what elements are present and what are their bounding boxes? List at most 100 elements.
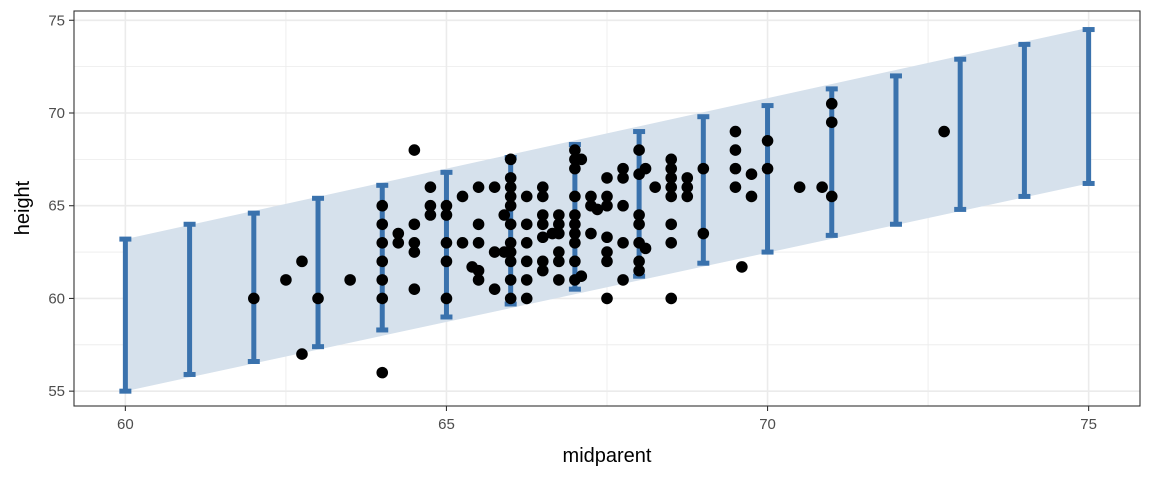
data-point — [569, 144, 581, 156]
data-point — [617, 199, 629, 212]
data-point — [569, 209, 581, 221]
error-bar — [247, 210, 260, 364]
data-point — [504, 181, 517, 193]
data-point — [472, 274, 485, 286]
data-point — [472, 181, 485, 193]
data-point — [617, 237, 629, 249]
data-point — [575, 270, 588, 282]
data-point — [520, 190, 533, 203]
data-point — [344, 274, 356, 286]
data-point — [681, 181, 694, 193]
data-point — [376, 199, 389, 212]
data-point — [536, 181, 549, 193]
data-point — [520, 237, 533, 249]
y-tick-label: 65 — [48, 198, 65, 215]
x-axis-title: midparent — [563, 445, 652, 467]
data-point — [376, 218, 389, 231]
x-tick-label: 75 — [1080, 416, 1097, 433]
data-point — [424, 181, 437, 193]
data-point — [488, 283, 501, 295]
y-axis: 55 60 65 70 75 — [48, 12, 74, 400]
data-point — [665, 237, 678, 249]
data-point — [649, 181, 661, 193]
x-tick-label: 60 — [117, 416, 134, 433]
data-point — [296, 348, 308, 360]
data-point — [736, 261, 748, 273]
data-point — [938, 125, 950, 138]
data-point — [498, 209, 511, 221]
data-point — [729, 144, 742, 156]
data-point — [665, 181, 678, 193]
data-point — [504, 153, 517, 166]
data-point — [376, 292, 389, 305]
data-point — [536, 255, 549, 268]
data-point — [440, 237, 453, 249]
data-point — [472, 218, 485, 231]
data-point — [408, 283, 421, 295]
data-point — [408, 144, 421, 156]
y-tick-label: 75 — [48, 12, 65, 29]
data-point — [456, 237, 469, 249]
data-point — [376, 255, 389, 268]
data-point — [825, 97, 838, 110]
data-point — [729, 125, 742, 138]
data-point — [376, 274, 389, 286]
data-point — [472, 237, 485, 249]
data-point — [601, 172, 613, 184]
data-point — [504, 199, 517, 212]
data-point — [472, 264, 485, 277]
data-point — [665, 218, 678, 231]
data-point — [633, 144, 645, 156]
data-point — [585, 227, 597, 240]
data-point — [504, 246, 517, 258]
error-bar — [761, 103, 774, 255]
data-point — [729, 162, 742, 175]
data-point — [553, 218, 565, 231]
data-point — [536, 264, 549, 277]
error-bar — [312, 195, 325, 350]
data-point — [569, 162, 581, 175]
data-point — [745, 190, 758, 203]
data-point — [553, 227, 565, 240]
data-point — [793, 181, 806, 193]
data-point — [408, 218, 421, 231]
data-point — [488, 246, 501, 258]
data-point — [617, 172, 629, 184]
data-point — [601, 231, 613, 244]
data-point — [504, 255, 517, 268]
data-point — [601, 246, 613, 258]
data-point — [280, 274, 292, 286]
data-point — [601, 292, 613, 305]
data-point — [520, 255, 533, 268]
data-point — [569, 227, 581, 240]
data-point — [633, 209, 645, 221]
data-point — [601, 199, 613, 212]
data-point — [440, 292, 453, 305]
y-axis-title: height — [12, 180, 34, 235]
error-bar — [1018, 41, 1031, 199]
data-point — [376, 366, 389, 379]
data-point — [681, 190, 694, 203]
data-point — [536, 190, 549, 203]
data-point — [312, 292, 324, 305]
data-point — [536, 231, 549, 244]
data-point — [553, 274, 565, 286]
x-tick-label: 65 — [438, 416, 455, 433]
data-point — [601, 255, 613, 268]
data-point — [536, 209, 549, 221]
error-bar — [954, 56, 967, 212]
panel-border — [73, 10, 1141, 407]
error-bar — [825, 86, 838, 238]
x-tick-label: 70 — [759, 416, 776, 433]
data-point — [585, 190, 597, 203]
data-point — [504, 218, 517, 231]
data-point — [520, 274, 533, 286]
data-point — [617, 162, 629, 175]
data-point — [553, 209, 565, 221]
data-point — [601, 190, 613, 203]
data-point — [569, 190, 581, 203]
data-point — [569, 237, 581, 249]
data-point — [665, 172, 678, 184]
data-point — [440, 209, 453, 221]
